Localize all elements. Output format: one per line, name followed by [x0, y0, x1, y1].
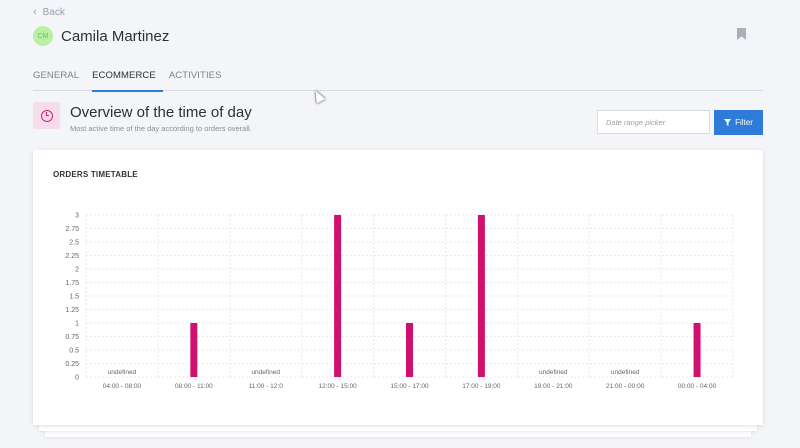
bar-missing-label: undefined — [539, 369, 568, 376]
x-tick-label: 11:00 - 12:0 — [249, 383, 284, 390]
y-tick-label: 2.5 — [69, 240, 79, 247]
tab-activities[interactable]: ACTIVITIES — [168, 70, 222, 81]
x-tick-label: 00:00 - 04:00 — [678, 383, 717, 390]
y-tick-label: 2 — [75, 267, 79, 274]
y-tick-label: 1.25 — [65, 307, 79, 314]
filter-icon — [724, 119, 732, 126]
section-header: Overview of the time of day Most active … — [33, 102, 252, 133]
y-tick-label: 2.25 — [65, 253, 79, 260]
bar-missing-label: undefined — [108, 369, 137, 376]
tab-ecommerce[interactable]: ECOMMERCE — [92, 62, 163, 92]
chart-bar — [334, 215, 342, 377]
user-header: CM Camila Martinez — [33, 26, 169, 46]
filter-button[interactable]: Filter — [714, 110, 763, 135]
x-tick-label: 15:00 - 17:00 — [390, 383, 429, 390]
x-tick-label: 08:00 - 11:00 — [175, 383, 213, 390]
y-tick-label: 0 — [75, 375, 79, 382]
back-link[interactable]: ‹ Back — [33, 6, 65, 18]
y-tick-label: 1.5 — [69, 294, 79, 301]
chart-bar — [477, 215, 485, 377]
bar-missing-label: undefined — [251, 369, 280, 376]
chevron-left-icon: ‹ — [33, 6, 37, 18]
orders-chart: 0 0.25 0.5 0.75 1 1.25 1.5 1.75 2 2.25 2.5 2.75 3 und… — [65, 213, 734, 390]
bar-missing-label: undefined — [611, 369, 640, 376]
x-tick-label: 12:00 - 15:00 — [318, 383, 357, 390]
user-name: Camila Martinez — [61, 27, 170, 45]
card-title: ORDERS TIMETABLE — [53, 170, 138, 179]
avatar: CM — [33, 26, 53, 46]
x-tick-label: 04:00 - 08:00 — [103, 383, 142, 390]
section-subtitle: Most active time of the day according to… — [70, 124, 252, 133]
back-label: Back — [42, 6, 65, 18]
tab-bar: GENERAL ECOMMERCE ACTIVITIES — [33, 62, 763, 92]
y-tick-label: 3 — [75, 213, 79, 220]
bookmark-icon[interactable] — [737, 28, 746, 40]
x-tick-label: 21:00 - 00:00 — [606, 383, 645, 390]
tab-general[interactable]: GENERAL — [33, 70, 80, 81]
chart-bar — [693, 323, 701, 377]
y-tick-label: 0.75 — [65, 334, 79, 341]
section-title: Overview of the time of day — [70, 104, 252, 121]
orders-timetable-card: ORDERS TIMETABLE 0 0.25 0.5 0.75 1 1.25 1.5 1.7… — [33, 150, 763, 425]
chart-bar — [406, 323, 413, 377]
y-tick-label: 1 — [75, 321, 79, 328]
filter-button-label: Filter — [735, 118, 753, 127]
clock-icon — [33, 102, 60, 129]
date-range-input[interactable] — [597, 110, 710, 134]
x-tick-label: 19:00 - 21:00 — [534, 383, 573, 390]
y-tick-label: 0.25 — [65, 361, 79, 368]
y-tick-label: 0.5 — [69, 348, 79, 355]
y-tick-label: 1.75 — [65, 280, 79, 287]
chart-bar — [190, 323, 198, 377]
x-tick-label: 17:00 - 19:00 — [462, 383, 501, 390]
y-tick-label: 2.75 — [65, 226, 79, 233]
card-stack-layer — [45, 431, 751, 437]
card-stack-layer — [39, 425, 757, 431]
